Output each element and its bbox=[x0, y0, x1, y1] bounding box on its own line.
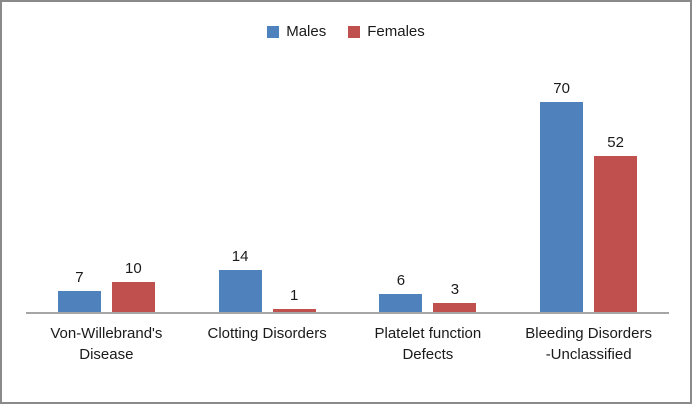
data-label-females-1: 1 bbox=[289, 287, 299, 304]
bar-females-2 bbox=[433, 303, 477, 312]
legend: Males Females bbox=[2, 23, 690, 40]
bar-males-0 bbox=[57, 291, 101, 312]
bar-males-2 bbox=[379, 294, 423, 312]
legend-item-males: Males bbox=[267, 23, 326, 40]
category-label-2: Platelet function Defects bbox=[374, 325, 482, 363]
data-label-males-2: 6 bbox=[396, 272, 406, 289]
legend-label-females: Females bbox=[367, 23, 425, 40]
data-label-females-0: 10 bbox=[125, 260, 142, 277]
category-label-0: Von-Willebrand's Disease bbox=[50, 325, 163, 363]
data-label-males-1: 14 bbox=[231, 248, 249, 265]
bar-males-1 bbox=[218, 270, 262, 312]
x-axis-labels: Von-Willebrand's Disease Clotting Disorde… bbox=[26, 323, 669, 365]
legend-label-males: Males bbox=[286, 23, 327, 40]
bar-females-1 bbox=[272, 309, 316, 312]
category-label-1: Clotting Disorders bbox=[207, 325, 327, 342]
data-label-males-3: 70 bbox=[553, 80, 570, 97]
x-axis-line bbox=[26, 312, 669, 314]
plot-area: 7 14 6 70 10 1 3 52 bbox=[26, 72, 669, 312]
legend-item-females: Females bbox=[348, 23, 425, 40]
bar-males-3 bbox=[540, 102, 584, 312]
data-label-males-0: 7 bbox=[75, 269, 84, 286]
data-label-females-3: 52 bbox=[607, 134, 624, 151]
bar-females-3 bbox=[594, 156, 638, 312]
legend-swatch-females-icon bbox=[348, 25, 361, 38]
data-label-females-2: 3 bbox=[450, 281, 460, 298]
bar-females-0 bbox=[111, 282, 155, 312]
category-label-3: Bleeding Disorders -Unclassified bbox=[525, 325, 652, 363]
legend-swatch-males-icon bbox=[267, 25, 280, 38]
